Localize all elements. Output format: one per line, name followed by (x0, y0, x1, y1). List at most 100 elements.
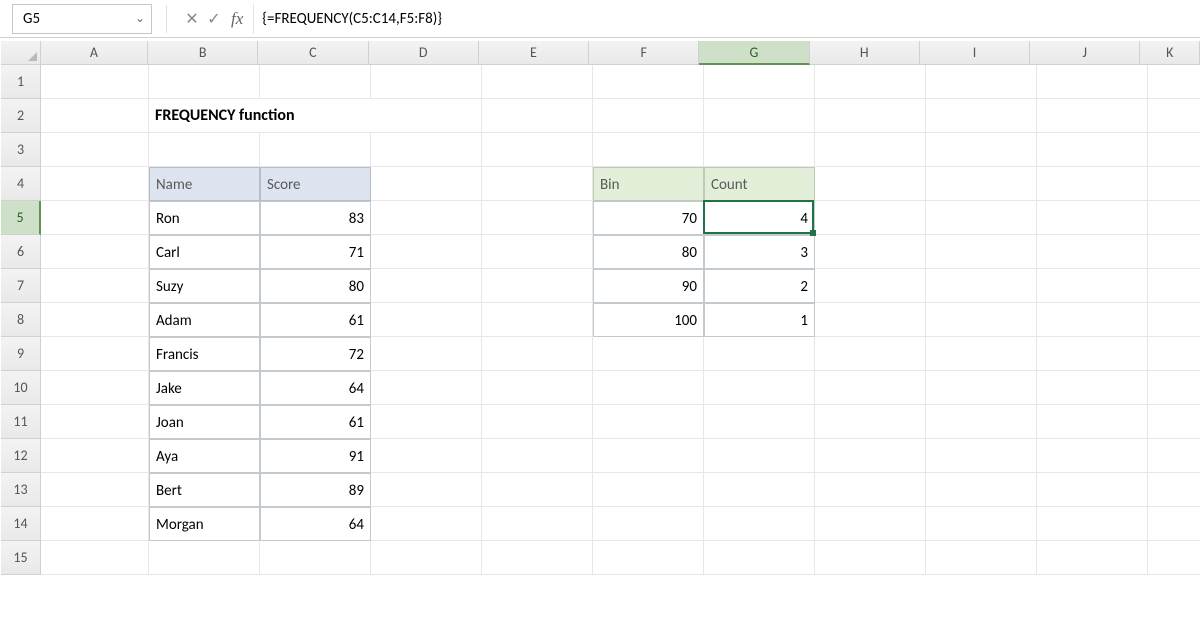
fx-icon[interactable]: fx (231, 9, 243, 29)
cell-I6[interactable] (926, 235, 1037, 269)
cell-C5[interactable]: 83 (260, 201, 371, 235)
cell-B3[interactable] (149, 133, 260, 167)
cell-A11[interactable] (41, 405, 149, 439)
cell-C14[interactable]: 64 (260, 507, 371, 541)
cell-B7[interactable]: Suzy (149, 269, 260, 303)
cell-K4[interactable] (1148, 167, 1200, 201)
cell-D9[interactable] (371, 337, 482, 371)
cell-K1[interactable] (1148, 65, 1200, 99)
cell-G7[interactable]: 2 (704, 269, 815, 303)
cell-B5[interactable]: Ron (149, 201, 260, 235)
col-header-H[interactable]: H (810, 41, 920, 65)
cell-K7[interactable] (1148, 269, 1200, 303)
cell-F11[interactable] (593, 405, 704, 439)
cell-C13[interactable]: 89 (260, 473, 371, 507)
cell-E9[interactable] (482, 337, 593, 371)
cell-E14[interactable] (482, 507, 593, 541)
cell-A8[interactable] (41, 303, 149, 337)
cell-G13[interactable] (704, 473, 815, 507)
cell-I8[interactable] (926, 303, 1037, 337)
cell-J1[interactable] (1037, 65, 1148, 99)
cell-D11[interactable] (371, 405, 482, 439)
cell-C9[interactable]: 72 (260, 337, 371, 371)
cell-F5[interactable]: 70 (593, 201, 704, 235)
cell-G3[interactable] (704, 133, 815, 167)
row-header-10[interactable]: 10 (1, 371, 41, 405)
cells-area[interactable]: FREQUENCY functionNameScoreBinCountRon83… (41, 65, 1200, 575)
col-header-A[interactable]: A (41, 41, 148, 65)
cell-K9[interactable] (1148, 337, 1200, 371)
cell-B2[interactable]: FREQUENCY function (149, 99, 482, 133)
cell-C3[interactable] (260, 133, 371, 167)
cell-J2[interactable] (1037, 99, 1148, 133)
cell-C15[interactable] (260, 541, 371, 575)
cell-C12[interactable]: 91 (260, 439, 371, 473)
select-all-corner[interactable] (1, 41, 41, 65)
cell-A10[interactable] (41, 371, 149, 405)
cell-C10[interactable]: 64 (260, 371, 371, 405)
cell-E2[interactable] (482, 99, 593, 133)
cell-H4[interactable] (815, 167, 926, 201)
cell-J11[interactable] (1037, 405, 1148, 439)
row-header-8[interactable]: 8 (1, 303, 41, 337)
row-header-1[interactable]: 1 (1, 65, 41, 99)
cell-A4[interactable] (41, 167, 149, 201)
cell-A12[interactable] (41, 439, 149, 473)
cell-I13[interactable] (926, 473, 1037, 507)
col-header-G[interactable]: G (699, 41, 809, 65)
cell-A6[interactable] (41, 235, 149, 269)
cell-F12[interactable] (593, 439, 704, 473)
cell-D8[interactable] (371, 303, 482, 337)
row-header-2[interactable]: 2 (1, 99, 41, 133)
col-header-I[interactable]: I (920, 41, 1030, 65)
cell-A15[interactable] (41, 541, 149, 575)
row-header-3[interactable]: 3 (1, 133, 41, 167)
cell-B15[interactable] (149, 541, 260, 575)
cell-F10[interactable] (593, 371, 704, 405)
cell-F2[interactable] (593, 99, 704, 133)
cell-I5[interactable] (926, 201, 1037, 235)
cell-D5[interactable] (371, 201, 482, 235)
cell-J14[interactable] (1037, 507, 1148, 541)
cell-G6[interactable]: 3 (704, 235, 815, 269)
cell-C11[interactable]: 61 (260, 405, 371, 439)
cell-D4[interactable] (371, 167, 482, 201)
cell-K11[interactable] (1148, 405, 1200, 439)
cell-B4[interactable]: Name (149, 167, 260, 201)
cell-F8[interactable]: 100 (593, 303, 704, 337)
cell-F14[interactable] (593, 507, 704, 541)
cell-G10[interactable] (704, 371, 815, 405)
cell-H3[interactable] (815, 133, 926, 167)
cancel-icon[interactable]: ✕ (181, 9, 203, 29)
cell-J9[interactable] (1037, 337, 1148, 371)
cell-H5[interactable] (815, 201, 926, 235)
cell-A13[interactable] (41, 473, 149, 507)
cell-F7[interactable]: 90 (593, 269, 704, 303)
cell-D10[interactable] (371, 371, 482, 405)
cell-G8[interactable]: 1 (704, 303, 815, 337)
col-header-E[interactable]: E (479, 41, 589, 65)
cell-A3[interactable] (41, 133, 149, 167)
cell-J10[interactable] (1037, 371, 1148, 405)
cell-I10[interactable] (926, 371, 1037, 405)
cell-I3[interactable] (926, 133, 1037, 167)
cell-F3[interactable] (593, 133, 704, 167)
cell-H9[interactable] (815, 337, 926, 371)
cell-E7[interactable] (482, 269, 593, 303)
cell-K12[interactable] (1148, 439, 1200, 473)
cell-B14[interactable]: Morgan (149, 507, 260, 541)
confirm-icon[interactable]: ✓ (203, 9, 225, 29)
cell-A5[interactable] (41, 201, 149, 235)
row-header-7[interactable]: 7 (1, 269, 41, 303)
cell-C8[interactable]: 61 (260, 303, 371, 337)
cell-D15[interactable] (371, 541, 482, 575)
cell-G15[interactable] (704, 541, 815, 575)
cell-K2[interactable] (1148, 99, 1200, 133)
cell-D1[interactable] (371, 65, 482, 99)
col-header-F[interactable]: F (589, 41, 699, 65)
cell-E10[interactable] (482, 371, 593, 405)
cell-H8[interactable] (815, 303, 926, 337)
col-header-K[interactable]: K (1140, 41, 1200, 65)
cell-A1[interactable] (41, 65, 149, 99)
cell-E1[interactable] (482, 65, 593, 99)
